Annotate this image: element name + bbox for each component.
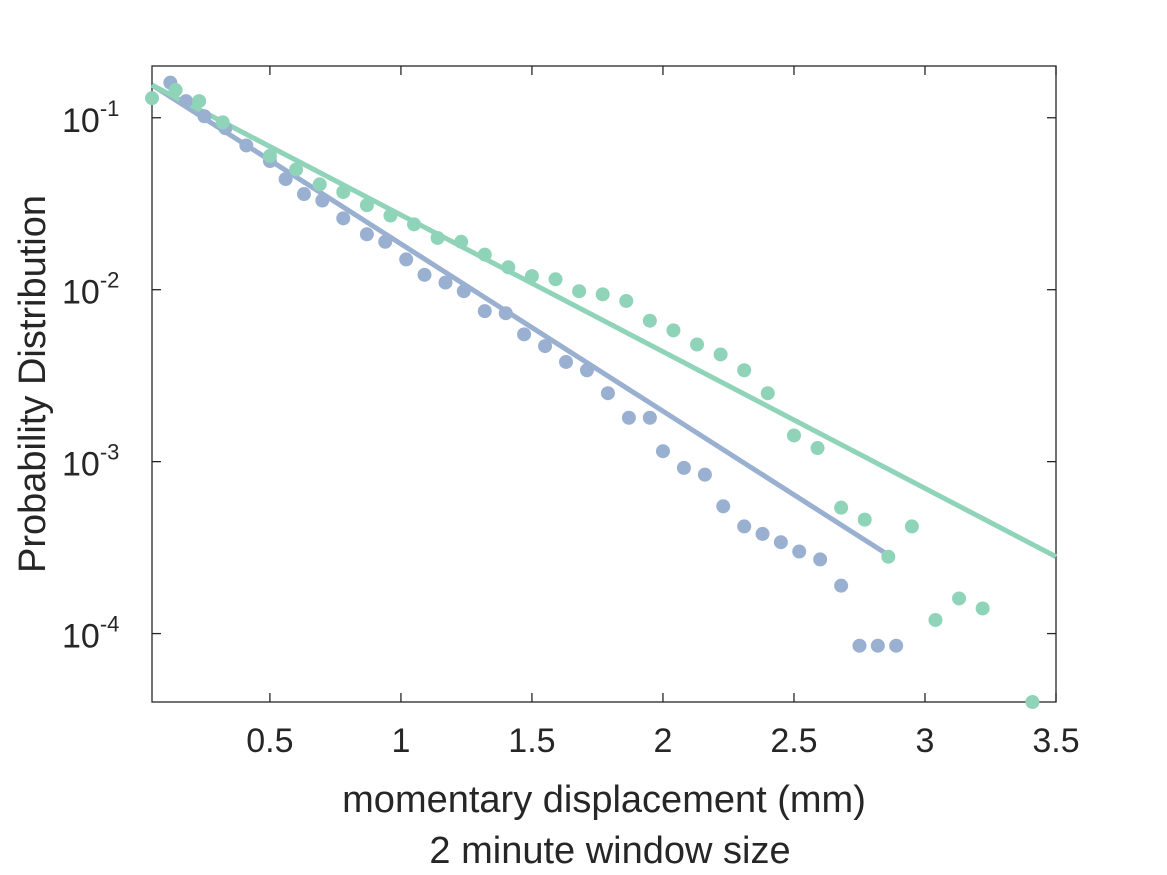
data-point-2 (760, 386, 775, 401)
fit-line-2 (150, 82, 1058, 559)
data-point-2 (477, 247, 492, 262)
x-tick-label: 2 (653, 722, 672, 760)
data-point-2 (1025, 695, 1040, 709)
data-point-2 (619, 293, 634, 308)
x-tick-label: 0.5 (246, 722, 293, 760)
data-point-2 (430, 230, 445, 245)
data-point-2 (642, 313, 657, 328)
data-point-1 (600, 386, 615, 401)
data-point-2 (786, 428, 801, 443)
data-point-1 (315, 193, 330, 208)
data-point-2 (215, 115, 230, 130)
data-point-1 (773, 535, 788, 550)
data-point-2 (168, 83, 183, 98)
data-point-1 (834, 578, 849, 593)
data-point-1 (792, 544, 807, 559)
data-point-2 (928, 612, 943, 627)
data-point-1 (655, 444, 670, 459)
axis-ticks (152, 66, 1057, 702)
data-point-1 (438, 275, 453, 290)
data-point-2 (713, 347, 728, 362)
data-point-1 (579, 363, 594, 378)
data-point-2 (666, 323, 681, 338)
data-point-1 (399, 252, 414, 267)
data-point-2 (262, 148, 277, 163)
data-point-1 (755, 526, 770, 541)
data-point-1 (813, 552, 828, 567)
data-point-2 (289, 162, 304, 177)
data-point-2 (336, 185, 351, 200)
data-point-1 (852, 638, 867, 653)
data-point-2 (834, 500, 849, 515)
data-point-1 (456, 284, 471, 299)
data-point-2 (737, 363, 752, 378)
data-point-1 (737, 519, 752, 534)
plot-frame (151, 65, 1057, 703)
data-point-2 (572, 284, 587, 299)
fit-lines (150, 82, 1058, 559)
data-point-2 (524, 269, 539, 284)
data-point-1 (179, 94, 194, 109)
data-point-2 (857, 512, 872, 527)
data-point-2 (359, 198, 374, 213)
data-point-2 (407, 217, 422, 232)
fit-line-1 (150, 82, 893, 559)
data-point-1 (296, 187, 311, 202)
data-point-2 (810, 441, 825, 456)
data-point-2 (548, 272, 563, 287)
data-point-2 (192, 94, 207, 109)
data-point-1 (870, 638, 885, 653)
x-tick-label: 2.5 (770, 722, 817, 760)
y-tick-label: 10-1 (62, 96, 119, 140)
data-point-1 (477, 304, 492, 319)
data-point-1 (278, 172, 293, 187)
x-tick-label: 3.5 (1032, 722, 1079, 760)
y-tick-label: 10-4 (62, 612, 119, 656)
data-points (145, 75, 1040, 709)
data-point-1 (697, 467, 712, 482)
x-tick-label: 1 (391, 722, 410, 760)
data-point-1 (517, 327, 532, 342)
data-point-1 (359, 227, 374, 242)
data-point-1 (676, 460, 691, 475)
data-point-1 (621, 410, 636, 425)
data-point-1 (889, 638, 904, 653)
y-tick-label: 10-2 (62, 268, 119, 312)
data-point-1 (417, 267, 432, 282)
data-point-1 (559, 354, 574, 369)
x-axis-label: momentary displacement (mm) (342, 779, 866, 821)
y-tick-label: 10-3 (62, 440, 119, 484)
data-point-1 (197, 109, 212, 124)
data-point-1 (239, 138, 254, 153)
data-point-2 (975, 601, 990, 616)
data-point-1 (378, 234, 393, 249)
data-point-1 (538, 339, 553, 354)
axes-box (151, 65, 1057, 703)
data-point-2 (383, 208, 398, 223)
data-point-2 (904, 519, 919, 534)
data-point-2 (690, 337, 705, 352)
x-axis-sublabel: 2 minute window size (429, 830, 790, 872)
data-point-1 (336, 211, 351, 226)
data-point-2 (312, 177, 327, 192)
data-point-1 (498, 306, 513, 321)
y-axis-label: Probability Distribution (12, 195, 54, 573)
data-point-2 (454, 234, 469, 249)
tick-labels: 0.5 1 1.5 2 2.5 3 3.5 10-1 10-2 10-3 10-4 (62, 96, 1080, 760)
x-tick-label: 3 (916, 722, 935, 760)
data-point-1 (642, 410, 657, 425)
data-point-1 (716, 499, 731, 514)
data-point-2 (952, 591, 967, 606)
data-point-2 (501, 260, 516, 275)
data-point-2 (595, 287, 610, 302)
data-point-2 (881, 549, 896, 564)
data-point-2 (145, 91, 159, 106)
x-tick-label: 1.5 (508, 722, 555, 760)
